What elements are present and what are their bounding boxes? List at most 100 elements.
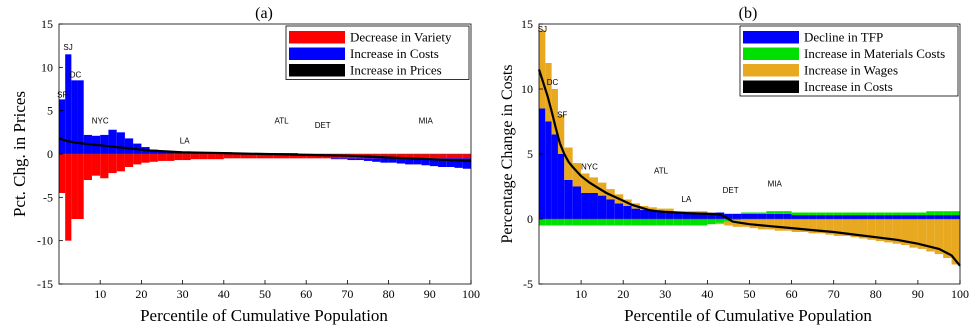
panel-a-xtick-label-3: 40 <box>218 287 230 301</box>
panel-b-bar-0-42 <box>884 215 893 219</box>
panel-a-annotation-6: DET <box>315 121 331 130</box>
panel-b-bar-0-18 <box>682 212 691 219</box>
panel-b-bar-1-33 <box>808 212 817 216</box>
panel-a-bar-0-11 <box>141 154 150 163</box>
panel-b-xtick-label-4: 50 <box>744 287 756 301</box>
panel-b-bar-0-17 <box>673 212 683 219</box>
panel-b-legend-swatch-1 <box>743 47 799 60</box>
panel-b-bar-0-8 <box>597 195 607 219</box>
panel-a-bar-0-27 <box>273 154 282 159</box>
panel-a-bar-0-28 <box>281 154 290 159</box>
panel-b-legend-swatch-0 <box>743 31 799 44</box>
panel-b-bar-0-40 <box>867 215 876 219</box>
panel-a-bar-0-41 <box>388 154 397 159</box>
panel-b-xtick-label-5: 60 <box>786 287 798 301</box>
panel-a-bar-0-25 <box>256 154 265 159</box>
panel-a-bar-1-44 <box>413 158 422 165</box>
panel-b-bar-0-9 <box>606 199 615 219</box>
panel-a-bar-1-42 <box>396 158 406 164</box>
panel-a-bar-1-6 <box>100 134 109 154</box>
panel-a-bar-0-46 <box>429 154 439 159</box>
panel-a-bar-0-12 <box>149 154 158 162</box>
panel-b-bar-0-5 <box>572 186 582 219</box>
panel-b-bar-2-30 <box>783 219 792 231</box>
panel-a-xtick-label-4: 50 <box>259 287 271 301</box>
panel-b-bar-1-36 <box>833 212 843 216</box>
panel-b-bar-1-31 <box>791 212 801 216</box>
panel-b-xtick-label-7: 80 <box>870 287 882 301</box>
panel-b-bar-2-6 <box>581 173 590 193</box>
panel-b-bar-1-24 <box>732 219 742 221</box>
panel-b-label: (b) <box>739 5 758 22</box>
panel-a-bar-0-24 <box>248 154 257 159</box>
panel-a-bar-0-50 <box>462 154 471 159</box>
panel-a-bar-0-6 <box>100 154 109 179</box>
panel-b-xtick-label-1: 20 <box>617 287 629 301</box>
panel-b-bar-1-48 <box>934 211 944 216</box>
panel-b-bar-1-25 <box>741 212 750 214</box>
panel-b-bar-2-3 <box>557 115 565 154</box>
panel-b-bar-0-45 <box>909 215 918 219</box>
panel-a-bar-0-8 <box>116 154 125 172</box>
panel-b-ytick-label-4: -5 <box>523 277 533 291</box>
panel-b-bar-0-37 <box>842 215 851 219</box>
panel-b-bar-0-14 <box>648 209 657 219</box>
panel-b-ylabel: Percentage Change in Costs <box>499 64 516 243</box>
panel-a-bar-0-0 <box>59 154 66 193</box>
panel-b-bar-2-46 <box>917 219 927 249</box>
panel-a-xtick-label-5: 60 <box>300 287 312 301</box>
panel-a-ytick-label-1: 10 <box>41 60 53 74</box>
panel-b-bar-2-44 <box>901 219 910 245</box>
panel-b-bar-1-22 <box>715 219 725 223</box>
panel-a-xtick-label-8: 90 <box>424 287 436 301</box>
panel-a-bar-0-49 <box>454 154 463 159</box>
panel-a-bar-1-48 <box>446 158 455 167</box>
panel-b-bar-1-2 <box>551 219 558 226</box>
panel-a-bar-1-1 <box>65 54 72 154</box>
panel-b-bar-2-23 <box>724 221 733 226</box>
panel-b-bar-2-5 <box>572 163 582 187</box>
panel-b-xtick-label-3: 40 <box>701 287 713 301</box>
panel-b-bar-1-4 <box>564 219 573 226</box>
panel-a-bar-0-29 <box>289 154 298 159</box>
panel-b-bar-2-39 <box>858 219 868 239</box>
panel-a-bar-0-18 <box>199 154 208 160</box>
panel-b-bar-2-41 <box>875 219 885 242</box>
panel-b-annotation-5: LA <box>682 195 692 204</box>
panel-a-legend-swatch-1 <box>289 47 345 60</box>
panel-a-bar-1-9 <box>124 138 134 154</box>
panel-b-bar-0-32 <box>800 215 809 219</box>
panel-a-legend-label-2: Increase in Prices <box>350 63 442 78</box>
panel-b-xlabel: Percentile of Cumulative Population <box>624 306 872 325</box>
panel-b-bar-1-37 <box>842 212 851 216</box>
panel-a-bar-0-43 <box>405 154 414 159</box>
panel-a-bar-0-20 <box>215 154 224 160</box>
panel-b-legend-label-0: Decline in TFP <box>804 30 883 45</box>
panel-a-bar-0-48 <box>446 154 455 159</box>
panel-b-bar-2-28 <box>766 219 775 230</box>
panel-b-annotation-3: NYC <box>581 163 598 172</box>
panel-b-bar-0-24 <box>732 213 742 219</box>
panel-b-legend-label-1: Increase in Materials Costs <box>804 46 945 61</box>
panel-a-bar-1-50 <box>462 158 471 169</box>
panel-b-bar-1-6 <box>581 219 590 226</box>
panel-b-bar-1-38 <box>850 212 859 216</box>
panel-a-bar-0-31 <box>306 154 315 159</box>
panel-b-bar-0-26 <box>749 213 758 219</box>
panel-a-bar-0-7 <box>108 154 117 174</box>
panel-b-bar-1-41 <box>875 212 885 216</box>
panel-b-bar-0-41 <box>875 215 885 219</box>
panel-b-bar-1-40 <box>867 212 876 216</box>
panel-a-ytick-label-3: 0 <box>47 147 53 161</box>
panel-a-bar-1-0 <box>59 99 66 154</box>
panel-a-xtick-label-0: 10 <box>94 287 106 301</box>
panel-b-xtick-label-0: 10 <box>575 287 587 301</box>
panel-a-xtick-label-7: 80 <box>383 287 395 301</box>
panel-b-bar-1-27 <box>757 212 767 214</box>
panel-a-bar-0-3 <box>77 154 84 219</box>
panel-b-series-line-0 <box>537 69 961 267</box>
panel-a-bar-0-19 <box>207 154 216 160</box>
panel-b-xtick-label-6: 70 <box>828 287 840 301</box>
